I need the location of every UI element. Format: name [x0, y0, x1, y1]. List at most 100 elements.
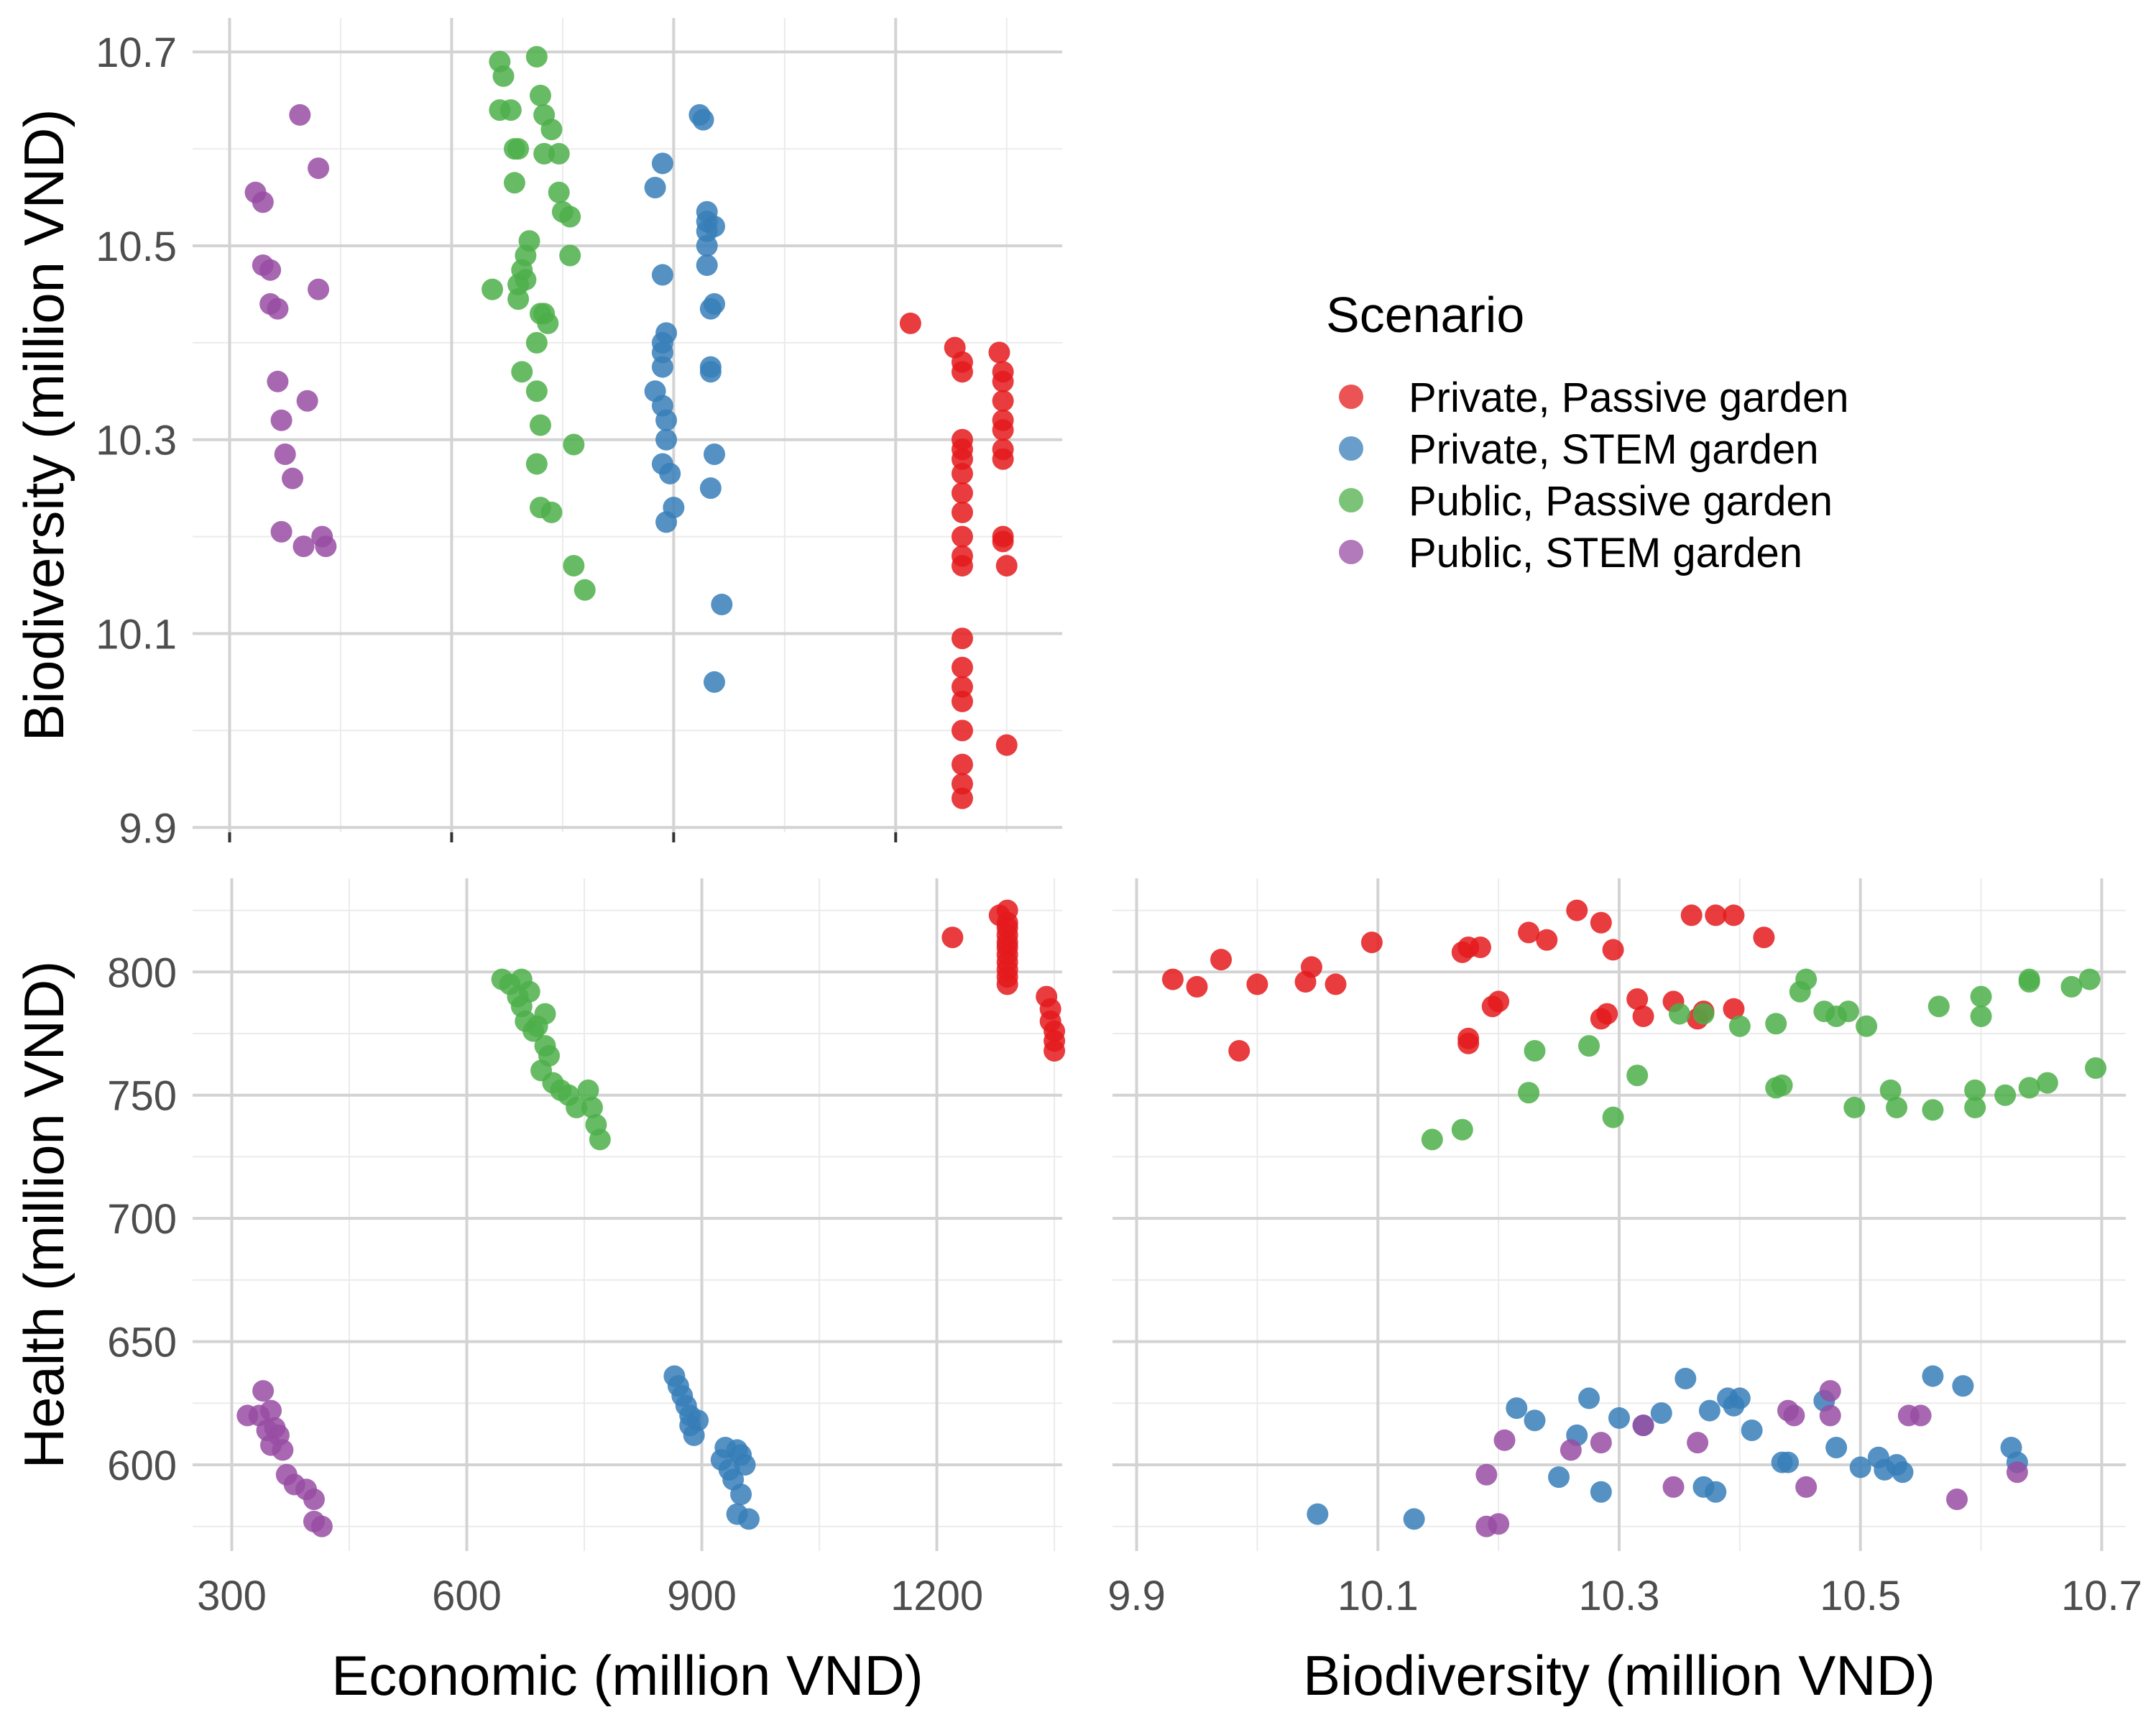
- point-private-passive-garden-18: [1590, 911, 1612, 934]
- y-tick-label-0: 600: [107, 1443, 177, 1489]
- point-private-passive-garden-21: [1590, 1008, 1612, 1030]
- point-public-passive-garden-11: [548, 142, 570, 165]
- point-private-passive-garden-22: [1626, 988, 1649, 1010]
- point-public-passive-garden-36: [573, 579, 596, 601]
- point-public-stem-garden-3: [1493, 1429, 1516, 1451]
- series-private-passive-garden: [899, 312, 1018, 809]
- legend-key-public-passive: [1339, 488, 1363, 512]
- point-public-stem-garden-0: [289, 104, 311, 126]
- series-private-stem-garden: [663, 1365, 760, 1530]
- point-private-passive-garden-26: [1705, 904, 1727, 926]
- point-public-passive-garden-16: [566, 1096, 588, 1118]
- point-private-stem-garden-6: [1578, 1387, 1600, 1409]
- point-public-passive-garden-17: [1837, 1000, 1859, 1023]
- point-private-passive-garden-31: [1723, 998, 1745, 1020]
- point-public-stem-garden-10: [296, 390, 318, 412]
- point-private-stem-garden-2: [1506, 1397, 1528, 1420]
- series-public-stem-garden: [1475, 1380, 2028, 1537]
- point-private-stem-garden-26: [699, 477, 722, 500]
- point-public-passive-garden-30: [530, 414, 551, 436]
- point-private-passive-garden-12: [1481, 995, 1503, 1018]
- point-public-stem-garden-8: [272, 1439, 294, 1461]
- point-private-stem-garden-1: [1403, 1508, 1425, 1530]
- point-private-passive-garden-7: [1360, 932, 1383, 954]
- point-public-passive-garden-7: [1668, 1003, 1690, 1025]
- point-private-stem-garden-16: [651, 356, 673, 378]
- point-private-stem-garden-17: [734, 1454, 756, 1476]
- point-public-passive-garden-14: [1795, 968, 1818, 990]
- point-public-passive-garden-12: [1765, 1013, 1787, 1035]
- point-public-stem-garden-15: [292, 535, 315, 558]
- y-tick-label-1: 650: [107, 1320, 177, 1366]
- point-private-passive-garden-17: [1566, 899, 1588, 921]
- y-axis-title: Health (million VND): [12, 961, 75, 1469]
- point-public-passive-garden-23: [1927, 995, 1950, 1018]
- point-private-passive-garden-12: [996, 973, 1018, 995]
- point-public-stem-garden-7: [1662, 1476, 1685, 1498]
- point-private-stem-garden-28: [655, 511, 678, 533]
- point-private-stem-garden-29: [1952, 1375, 1974, 1397]
- point-private-passive-garden-27: [951, 690, 973, 712]
- x-axis-title: Economic (million VND): [331, 1644, 923, 1707]
- point-public-stem-garden-5: [259, 259, 282, 281]
- point-public-passive-garden-22: [482, 278, 504, 300]
- point-private-passive-garden-3: [951, 361, 973, 383]
- point-private-stem-garden-27: [1892, 1461, 1914, 1484]
- point-private-stem-garden-17: [1728, 1387, 1751, 1409]
- point-private-passive-garden-9: [992, 419, 1014, 441]
- point-private-passive-garden-27: [1723, 904, 1745, 926]
- point-public-passive-garden-27: [1970, 1006, 1992, 1027]
- point-public-stem-garden-3: [260, 1399, 282, 1422]
- x-tick-label-0: 9.9: [1107, 1573, 1166, 1619]
- point-public-stem-garden-13: [1819, 1404, 1841, 1427]
- point-private-passive-garden-0: [1161, 968, 1184, 990]
- legend-key-private-passive: [1339, 385, 1363, 409]
- point-public-stem-garden-6: [1632, 1414, 1654, 1437]
- x-tick-label-2: 10.3: [1579, 1573, 1660, 1619]
- point-private-stem-garden-7: [687, 1409, 709, 1432]
- point-public-stem-garden-14: [270, 520, 292, 543]
- point-public-passive-garden-3: [530, 84, 551, 106]
- point-public-passive-garden-28: [511, 361, 533, 383]
- point-public-passive-garden-4: [1578, 1035, 1600, 1057]
- point-public-passive-garden-2: [492, 65, 515, 87]
- x-tick-label-3: 1200: [890, 1573, 983, 1619]
- point-public-stem-garden-16: [1946, 1489, 1968, 1510]
- point-private-stem-garden-13: [1698, 1399, 1720, 1422]
- point-private-stem-garden-23: [704, 443, 725, 465]
- point-public-passive-garden-7: [540, 119, 563, 141]
- point-private-passive-garden-4: [988, 341, 1010, 364]
- y-tick-label-1: 10.1: [96, 611, 177, 658]
- point-public-stem-garden-0: [252, 1380, 275, 1402]
- y-tick-label-4: 800: [107, 949, 177, 996]
- series-public-passive-garden: [482, 45, 596, 601]
- point-private-stem-garden-12: [699, 298, 722, 320]
- legend-key-public-stem: [1339, 540, 1363, 564]
- legend-item-private-passive: Private, Passive garden: [1339, 374, 1849, 421]
- series-public-stem-garden: [244, 104, 337, 558]
- point-private-passive-garden-29: [951, 753, 973, 776]
- point-private-passive-garden-0: [941, 926, 964, 949]
- point-private-passive-garden-21: [995, 555, 1018, 577]
- point-public-passive-garden-26: [1970, 985, 1992, 1008]
- point-private-stem-garden-18: [1741, 1420, 1763, 1441]
- point-public-passive-garden-12: [503, 172, 525, 194]
- point-public-passive-garden-18: [581, 1096, 603, 1118]
- point-public-passive-garden-8: [534, 1003, 556, 1025]
- point-private-passive-garden-32: [1228, 1040, 1250, 1062]
- point-private-passive-garden-23: [951, 555, 973, 577]
- point-public-passive-garden-2: [1518, 1082, 1540, 1104]
- x-tick-label-3: 10.5: [1820, 1573, 1901, 1619]
- y-tick-label-2: 700: [107, 1196, 177, 1243]
- legend-label-public-passive: Public, Passive garden: [1409, 478, 1833, 525]
- point-private-stem-garden-23: [1849, 1456, 1871, 1478]
- point-public-passive-garden-23: [507, 288, 530, 310]
- point-private-passive-garden-6: [1325, 973, 1347, 995]
- y-tick-label-3: 10.5: [96, 224, 177, 270]
- point-public-passive-garden-1: [1451, 1118, 1473, 1141]
- y-tick-label-0: 9.9: [119, 805, 177, 852]
- point-private-passive-garden-11: [992, 448, 1014, 470]
- panel-economic-vs-biodiversity: 9.9 10.1 10.3 10.5 10.7 Biodiversity (million…: [12, 18, 1062, 852]
- point-private-stem-garden-29: [711, 594, 733, 616]
